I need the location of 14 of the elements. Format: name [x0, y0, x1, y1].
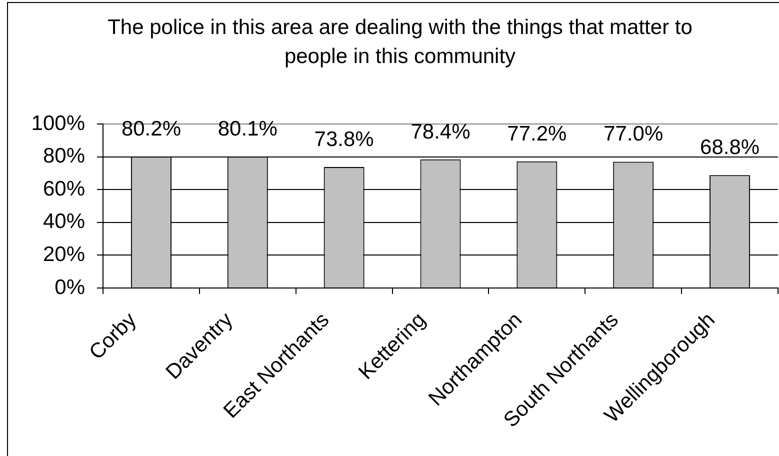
data-label: 78.4% — [410, 120, 470, 144]
y-tick-label: 0% — [54, 276, 85, 299]
y-tick-label: 40% — [42, 210, 85, 234]
data-label: 77.0% — [604, 122, 664, 146]
data-label: 77.2% — [507, 122, 567, 146]
data-label: 80.1% — [218, 118, 278, 141]
y-tick-label: 100% — [31, 112, 85, 135]
y-tick-label: 20% — [42, 242, 85, 266]
data-label: 73.8% — [314, 128, 374, 151]
y-tick-label: 80% — [42, 144, 85, 168]
y-tick-label: 60% — [42, 177, 85, 200]
data-label: 80.2% — [121, 117, 181, 140]
chart-title: The police in this area are dealing with the things that matter to people in this community — [106, 15, 694, 70]
data-label: 68.8% — [700, 136, 760, 160]
